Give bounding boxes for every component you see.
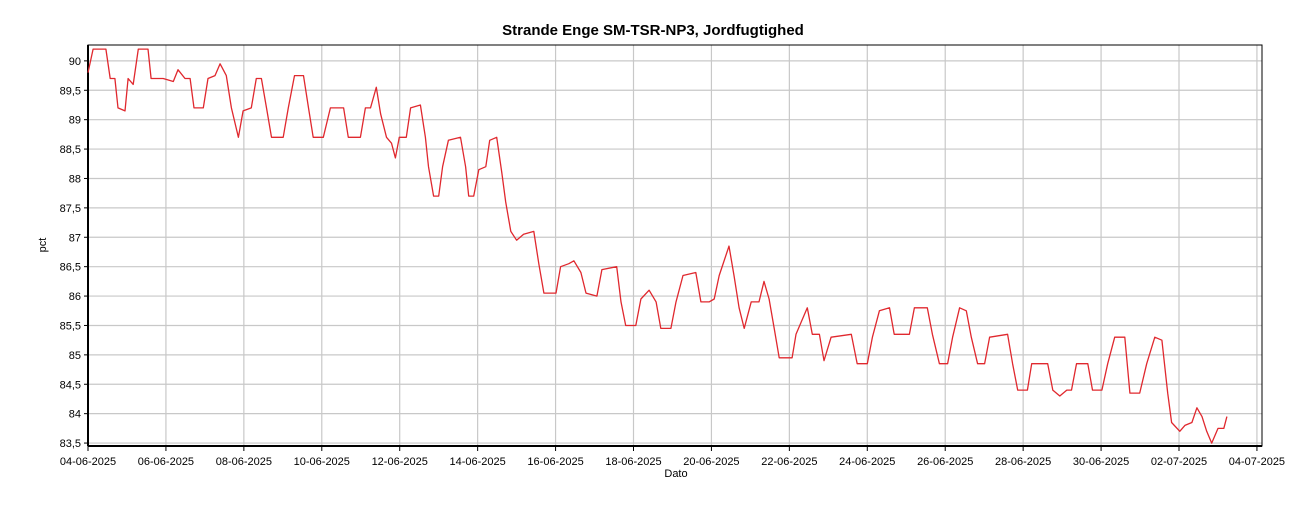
x-tick-label: 10-06-2025 <box>294 456 350 468</box>
x-tick-label: 20-06-2025 <box>683 456 739 468</box>
plot-area <box>88 45 1262 446</box>
x-tick-label: 30-06-2025 <box>1073 456 1129 468</box>
y-axis-label: pct <box>37 238 49 253</box>
y-tick-label: 86 <box>69 291 81 303</box>
x-tick-label: 26-06-2025 <box>917 456 973 468</box>
x-tick-label: 14-06-2025 <box>450 456 506 468</box>
y-tick-label: 85,5 <box>60 320 81 332</box>
x-tick-label: 24-06-2025 <box>839 456 895 468</box>
x-axis-label: Dato <box>664 468 687 480</box>
y-tick-label: 83,5 <box>60 438 81 450</box>
y-tick-label: 87 <box>69 232 81 244</box>
x-tick-label: 02-07-2025 <box>1151 456 1207 468</box>
y-tick-label: 87,5 <box>60 203 81 215</box>
y-tick-label: 85 <box>69 350 81 362</box>
data-line <box>87 48 1228 444</box>
y-tick-label: 86,5 <box>60 262 81 274</box>
y-tick-label: 89,5 <box>60 85 81 97</box>
x-tick-label: 08-06-2025 <box>216 456 272 468</box>
x-tick-label: 06-06-2025 <box>138 456 194 468</box>
y-tick-label: 84,5 <box>60 379 81 391</box>
x-tick-label: 18-06-2025 <box>605 456 661 468</box>
x-tick-label: 16-06-2025 <box>527 456 583 468</box>
x-tick-label: 22-06-2025 <box>761 456 817 468</box>
x-tick-label: 28-06-2025 <box>995 456 1051 468</box>
y-tick-label: 88,5 <box>60 144 81 156</box>
y-tick-label: 84 <box>69 409 81 421</box>
x-tick-label: 12-06-2025 <box>372 456 428 468</box>
y-tick-label: 88 <box>69 173 81 185</box>
y-tick-label: 90 <box>69 56 81 68</box>
x-tick-label: 04-06-2025 <box>60 456 116 468</box>
chart-title: Strande Enge SM-TSR-NP3, Jordfugtighed <box>502 22 804 39</box>
y-tick-label: 89 <box>69 115 81 127</box>
x-tick-label: 04-07-2025 <box>1229 456 1285 468</box>
